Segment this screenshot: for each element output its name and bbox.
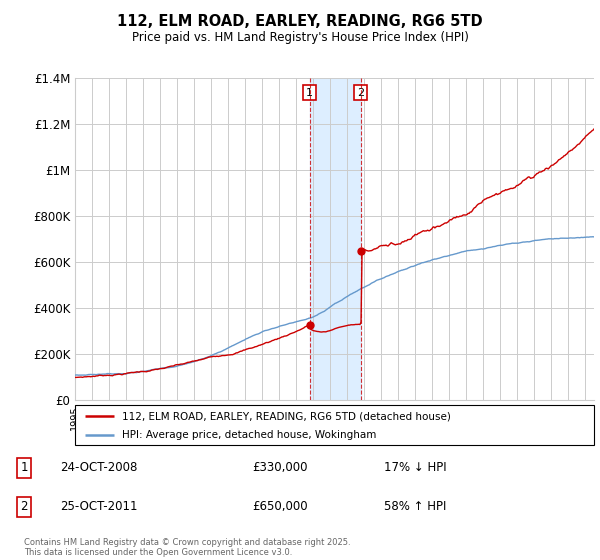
Text: 17% ↓ HPI: 17% ↓ HPI xyxy=(384,461,446,474)
Text: HPI: Average price, detached house, Wokingham: HPI: Average price, detached house, Woki… xyxy=(122,430,376,440)
Text: 25-OCT-2011: 25-OCT-2011 xyxy=(60,500,137,514)
Text: 1: 1 xyxy=(20,461,28,474)
Text: 2: 2 xyxy=(357,87,364,97)
Text: Contains HM Land Registry data © Crown copyright and database right 2025.
This d: Contains HM Land Registry data © Crown c… xyxy=(24,538,350,557)
FancyBboxPatch shape xyxy=(75,405,594,445)
Text: 112, ELM ROAD, EARLEY, READING, RG6 5TD: 112, ELM ROAD, EARLEY, READING, RG6 5TD xyxy=(117,14,483,29)
Text: 24-OCT-2008: 24-OCT-2008 xyxy=(60,461,137,474)
Bar xyxy=(310,78,361,400)
Text: £330,000: £330,000 xyxy=(252,461,308,474)
Text: 2: 2 xyxy=(20,500,28,514)
Text: Price paid vs. HM Land Registry's House Price Index (HPI): Price paid vs. HM Land Registry's House … xyxy=(131,31,469,44)
Text: 1: 1 xyxy=(306,87,313,97)
Text: 58% ↑ HPI: 58% ↑ HPI xyxy=(384,500,446,514)
Text: 112, ELM ROAD, EARLEY, READING, RG6 5TD (detached house): 112, ELM ROAD, EARLEY, READING, RG6 5TD … xyxy=(122,411,451,421)
Text: £650,000: £650,000 xyxy=(252,500,308,514)
